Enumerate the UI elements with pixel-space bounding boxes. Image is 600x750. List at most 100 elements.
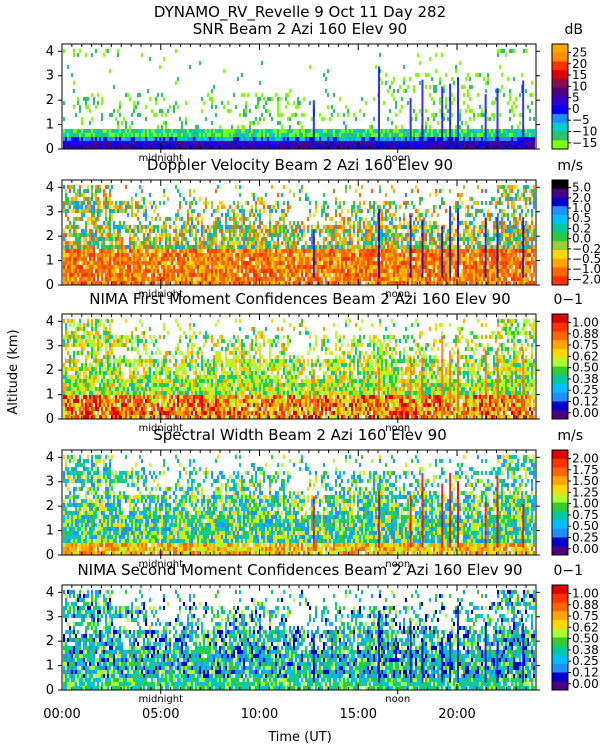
heatmap-cell <box>217 249 219 253</box>
heatmap-cell <box>219 221 221 225</box>
heatmap-cell <box>389 221 391 225</box>
heatmap-cell <box>149 245 151 249</box>
heatmap-cell <box>97 141 99 145</box>
heatmap-cell <box>383 205 385 209</box>
heatmap-cell <box>205 277 207 281</box>
heatmap-cell <box>419 241 421 245</box>
heatmap-cell <box>291 265 293 269</box>
heatmap-cell <box>109 221 111 225</box>
heatmap-cell <box>163 129 165 133</box>
colorbar-swatch <box>552 105 568 115</box>
heatmap-cell <box>489 141 491 145</box>
heatmap-cell <box>277 221 279 225</box>
heatmap-cell <box>229 249 231 253</box>
heatmap-cell <box>397 269 399 273</box>
heatmap-cell <box>147 265 149 269</box>
heatmap-cell <box>483 133 485 137</box>
heatmap-cell <box>389 265 391 269</box>
heatmap-cell <box>197 229 199 233</box>
heatmap-cell <box>425 133 427 137</box>
heatmap-cell <box>417 273 419 277</box>
heatmap-cell <box>405 273 407 277</box>
heatmap-cell <box>387 233 389 237</box>
heatmap-cell <box>189 249 191 253</box>
heatmap-cell <box>407 133 409 137</box>
heatmap-cell <box>137 249 139 253</box>
heatmap-cell <box>401 137 403 141</box>
heatmap-cell <box>157 137 159 141</box>
heatmap-cell <box>455 281 457 285</box>
heatmap-cell <box>175 217 177 221</box>
heatmap-cell <box>439 205 441 209</box>
heatmap-cell <box>465 141 467 145</box>
heatmap-cell <box>75 113 77 117</box>
heatmap-cell <box>189 133 191 137</box>
heatmap-cell <box>89 257 91 261</box>
heatmap-cell <box>455 137 457 141</box>
heatmap-cell <box>453 277 455 281</box>
heatmap-cell <box>105 253 107 257</box>
heatmap-cell <box>161 225 163 229</box>
heatmap-cell <box>413 205 415 209</box>
heatmap-cell <box>471 129 473 133</box>
heatmap-cell <box>107 145 109 149</box>
heatmap-cell <box>233 273 235 277</box>
heatmap-cell <box>77 137 79 141</box>
heatmap-cell <box>83 189 85 193</box>
heatmap-cell <box>311 141 313 145</box>
heatmap-cell <box>401 105 403 109</box>
heatmap-cell <box>433 129 435 133</box>
colorbar-tick-label: 20 <box>572 57 587 71</box>
colorbar-tick-label: −5 <box>572 113 590 127</box>
heatmap-cell <box>375 145 377 149</box>
heatmap-cell <box>323 253 325 257</box>
heatmap-cell <box>129 125 131 129</box>
heatmap-cell <box>301 277 303 281</box>
heatmap-cell <box>291 233 293 237</box>
heatmap-cell <box>369 209 371 213</box>
heatmap-cell <box>63 281 65 285</box>
heatmap-cell <box>223 269 225 273</box>
heatmap-cell <box>91 249 93 253</box>
heatmap-cell <box>213 129 215 133</box>
heatmap-cell <box>97 189 99 193</box>
heatmap-cell <box>507 137 509 141</box>
heatmap-cell <box>241 145 243 149</box>
heatmap-cell <box>221 101 223 105</box>
heatmap-cell <box>129 229 131 233</box>
heatmap-cell <box>137 205 139 209</box>
heatmap-cell <box>167 137 169 141</box>
heatmap-cell <box>117 225 119 229</box>
heatmap-cell <box>193 273 195 277</box>
heatmap-cell <box>187 241 189 245</box>
heatmap-cell <box>91 197 93 201</box>
heatmap-cell <box>329 281 331 285</box>
heatmap-cell <box>197 221 199 225</box>
heatmap-cell <box>241 277 243 281</box>
heatmap-cell <box>63 245 65 249</box>
heatmap-cell <box>97 209 99 213</box>
heatmap-cell <box>159 233 161 237</box>
heatmap-cell <box>475 141 477 145</box>
heatmap-cell <box>257 133 259 137</box>
heatmap-cell <box>345 253 347 257</box>
heatmap-cell <box>97 205 99 209</box>
heatmap-cell <box>385 273 387 277</box>
heatmap-cell <box>509 97 511 101</box>
heatmap-cell <box>401 145 403 149</box>
heatmap-cell <box>205 265 207 269</box>
heatmap-cell <box>121 257 123 261</box>
heatmap-cell <box>277 225 279 229</box>
heatmap-cell <box>407 249 409 253</box>
heatmap-cell <box>233 245 235 249</box>
heatmap-cell <box>111 245 113 249</box>
heatmap-cell <box>451 129 453 133</box>
heatmap-cell <box>447 245 449 249</box>
heatmap-cell <box>99 281 101 285</box>
heatmap-cell <box>313 141 315 145</box>
heatmap-cell <box>369 133 371 137</box>
heatmap-cell <box>533 145 535 149</box>
heatmap-cell <box>185 265 187 269</box>
heatmap-cell <box>229 237 231 241</box>
heatmap-cell <box>191 209 193 213</box>
